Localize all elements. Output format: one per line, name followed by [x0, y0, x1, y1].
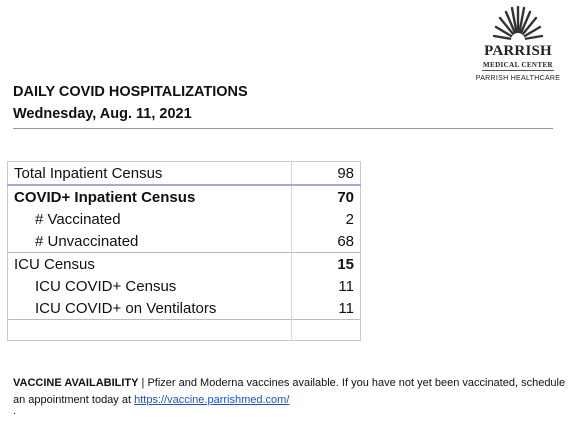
trailing-mark: . — [13, 405, 17, 417]
vaccinated-value: 2 — [345, 210, 354, 228]
table-row: ICU COVID+ Census 11 — [7, 275, 361, 297]
table-row: Total Inpatient Census 98 — [7, 161, 361, 185]
separator: | — [141, 377, 145, 389]
vaccinated-label: # Vaccinated — [7, 208, 292, 230]
table-row: COVID+ Inpatient Census 70 — [7, 184, 361, 208]
logo-divider — [482, 70, 554, 71]
covid-census-label: COVID+ Inpatient Census — [7, 184, 292, 208]
covid-census-value: 70 — [291, 184, 361, 208]
logo-name: PARRISH — [484, 43, 552, 59]
ventilators-label: ICU COVID+ on Ventilators — [7, 297, 292, 320]
table-row: # Vaccinated 2 — [7, 208, 361, 230]
empty-cell — [291, 319, 361, 341]
vaccine-text: Pfizer and Moderna vaccines available. I… — [13, 377, 566, 406]
sunburst-icon — [492, 6, 544, 42]
page-title: DAILY COVID HOSPITALIZATIONS — [13, 84, 248, 100]
vaccine-link[interactable]: https://vaccine.parrishmed.com/ — [134, 394, 290, 406]
total-census-label: Total Inpatient Census — [7, 161, 292, 185]
table-row: ICU Census 15 — [7, 252, 361, 275]
icu-census-label: ICU Census — [7, 252, 292, 275]
icu-covid-census-value: 11 — [338, 277, 354, 295]
table-row: # Unvaccinated 68 — [7, 230, 361, 253]
header-divider — [13, 128, 553, 129]
unvaccinated-value: 68 — [337, 232, 354, 250]
census-table: Total Inpatient Census 98 COVID+ Inpatie… — [7, 161, 361, 341]
empty-row — [7, 319, 361, 341]
vaccine-heading: VACCINE AVAILABILITY — [13, 377, 139, 389]
icu-covid-census-label: ICU COVID+ Census — [7, 275, 292, 297]
ventilators-value: 11 — [338, 299, 354, 317]
vaccine-availability-note: VACCINE AVAILABILITY | Pfizer and Modern… — [13, 375, 569, 409]
logo-healthcare: PARRISH HEALTHCARE — [475, 75, 561, 82]
unvaccinated-label: # Unvaccinated — [7, 230, 292, 253]
report-date: Wednesday, Aug. 11, 2021 — [13, 106, 192, 122]
parrish-logo: PARRISH MEDICAL CENTER PARRISH HEALTHCAR… — [468, 6, 568, 88]
total-census-value: 98 — [337, 164, 354, 182]
icu-census-value: 15 — [291, 252, 361, 275]
empty-cell — [7, 319, 292, 341]
table-row: ICU COVID+ on Ventilators 11 — [7, 297, 361, 320]
logo-subtitle: MEDICAL CENTER — [483, 61, 553, 69]
